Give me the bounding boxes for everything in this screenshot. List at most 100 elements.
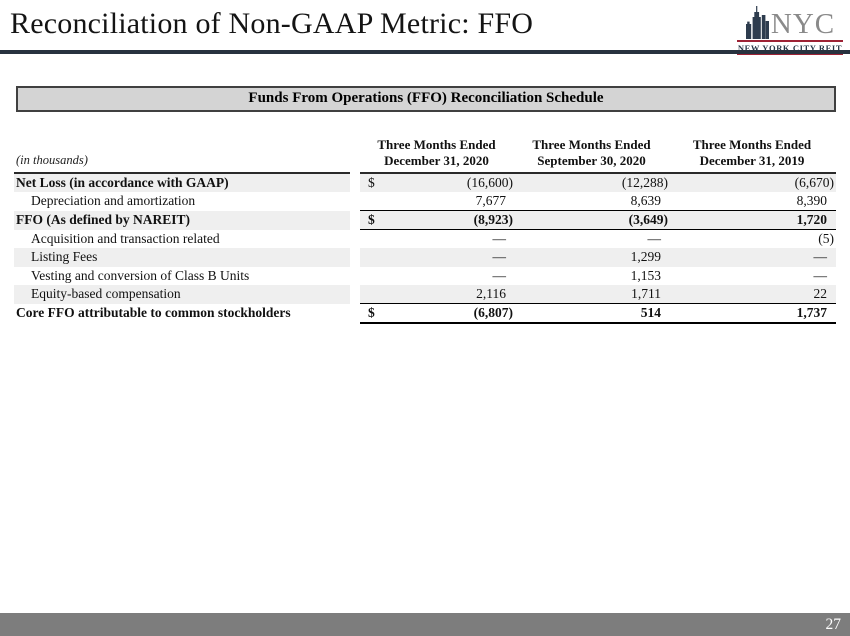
row-label: Net Loss (in accordance with GAAP) [14, 173, 350, 193]
cell-q4-2019: 1,720 [670, 210, 836, 231]
cell-q3-2020: 514 [515, 303, 670, 325]
table-row-depreciation: Depreciation and amortization 7,677 8,63… [14, 192, 836, 212]
row-label: Acquisition and transaction related [31, 230, 220, 246]
page-title: Reconciliation of Non-GAAP Metric: FFO [10, 7, 534, 40]
schedule-banner-title: Funds From Operations (FFO) Reconciliati… [16, 86, 836, 112]
column-header-line1: Three Months Ended [377, 137, 496, 152]
cell-value: (12,288) [621, 175, 668, 191]
cell-q4-2019: 22 [670, 285, 836, 305]
column-header-q3-2020: Three Months Ended September 30, 2020 [515, 124, 670, 175]
table-row-core-ffo: Core FFO attributable to common stockhol… [14, 303, 836, 325]
currency-symbol: $ [368, 305, 375, 321]
cell-q4-2020: $ (8,923) [360, 210, 515, 231]
column-gap [350, 173, 360, 193]
cell-value: (16,600) [466, 175, 513, 191]
cell-q4-2019: — [670, 248, 836, 267]
cell-q3-2020: (12,288) [515, 173, 670, 193]
column-header-line2: December 31, 2019 [699, 152, 805, 168]
cell-value: (5) [818, 231, 834, 247]
column-gap [350, 124, 360, 173]
column-gap [350, 192, 360, 211]
cell-value: 1,737 [796, 305, 827, 321]
column-gap [350, 285, 360, 304]
cell-value: 8,639 [630, 193, 661, 209]
row-label: Equity-based compensation [14, 285, 350, 304]
cell-value: — [647, 231, 662, 247]
cell-value: 514 [640, 305, 661, 321]
cell-q4-2020: 2,116 [360, 285, 515, 305]
nyc-skyline-icon [745, 6, 769, 39]
cell-value: 22 [813, 286, 828, 302]
cell-value: (6,670) [794, 175, 834, 191]
column-header-line2: September 30, 2020 [537, 152, 646, 168]
cell-value: — [813, 267, 828, 283]
logo-subtitle: NEW YORK CITY REIT [736, 40, 844, 55]
cell-q4-2019: (6,670) [670, 173, 836, 193]
cell-q4-2020: 7,677 [360, 192, 515, 212]
slide-content: Funds From Operations (FFO) Reconciliati… [14, 86, 836, 325]
cell-q4-2019: — [670, 267, 836, 286]
ffo-reconciliation-table: (in thousands) Three Months Ended Decemb… [14, 124, 836, 325]
cell-q4-2020: — [360, 230, 515, 249]
cell-q3-2020: 1,711 [515, 285, 670, 305]
cell-value: 7,677 [475, 193, 506, 209]
cell-value: 1,720 [796, 212, 827, 228]
column-gap [350, 230, 360, 249]
cell-value: (6,807) [473, 305, 513, 321]
table-row-acquisition: Acquisition and transaction related — — … [14, 230, 836, 249]
footer-bar: 27 [0, 613, 850, 636]
logo-top: NYC [745, 6, 835, 39]
column-gap [350, 248, 360, 267]
cell-q4-2019: 1,737 [670, 303, 836, 325]
company-logo: NYC NEW YORK CITY REIT [735, 6, 845, 55]
row-label: Vesting and conversion of Class B Units [31, 267, 250, 283]
cell-value: 8,390 [796, 193, 827, 209]
row-label: Depreciation and amortization [31, 193, 196, 209]
column-header-q4-2020: Three Months Ended December 31, 2020 [360, 124, 515, 175]
table-header-row: (in thousands) Three Months Ended Decemb… [14, 124, 836, 175]
cell-value: 1,711 [631, 286, 661, 302]
cell-q4-2019: 8,390 [670, 192, 836, 212]
cell-q3-2020: 1,299 [515, 248, 670, 267]
cell-value: 2,116 [476, 286, 506, 302]
column-gap [350, 304, 360, 324]
table-row-equity-compensation: Equity-based compensation 2,116 1,711 22 [14, 285, 836, 305]
column-header-line1: Three Months Ended [692, 137, 812, 152]
cell-value: — [492, 267, 507, 283]
row-label: Core FFO attributable to common stockhol… [16, 305, 291, 321]
slide-header: Reconciliation of Non-GAAP Metric: FFO N… [0, 0, 850, 55]
cell-q3-2020: — [515, 230, 670, 249]
units-note: (in thousands) [14, 124, 350, 175]
cell-q4-2020: — [360, 248, 515, 267]
cell-value: 1,153 [630, 267, 661, 283]
page-number: 27 [825, 616, 842, 633]
cell-value: — [492, 231, 507, 247]
cell-value: — [492, 249, 507, 265]
table-row-net-loss: Net Loss (in accordance with GAAP) $ (16,… [14, 173, 836, 193]
table-row-vesting: Vesting and conversion of Class B Units … [14, 267, 836, 286]
column-header-line2: December 31, 2020 [384, 152, 489, 168]
cell-q3-2020: 1,153 [515, 267, 670, 286]
table-row-listing-fees: Listing Fees — 1,299 — [14, 248, 836, 267]
cell-value: (3,649) [628, 212, 668, 228]
currency-symbol: $ [368, 175, 375, 191]
cell-q4-2019: (5) [670, 230, 836, 249]
row-label: Listing Fees [14, 248, 350, 267]
cell-q4-2020: $ (6,807) [360, 303, 515, 325]
column-gap [350, 267, 360, 286]
currency-symbol: $ [368, 212, 375, 228]
cell-q4-2020: — [360, 267, 515, 286]
cell-q4-2020: $ (16,600) [360, 173, 515, 193]
column-gap [350, 210, 360, 230]
cell-value: (8,923) [473, 212, 513, 228]
cell-value: 1,299 [630, 249, 661, 265]
cell-value: — [813, 249, 828, 265]
table-row-ffo: FFO (As defined by NAREIT) $ (8,923) (3,6… [14, 210, 836, 231]
title-divider [0, 50, 850, 54]
column-header-q4-2019: Three Months Ended December 31, 2019 [670, 124, 836, 175]
column-header-line1: Three Months Ended [532, 137, 651, 152]
row-label: FFO (As defined by NAREIT) [14, 210, 350, 230]
cell-q3-2020: (3,649) [515, 210, 670, 231]
cell-q3-2020: 8,639 [515, 192, 670, 212]
logo-acronym: NYC [770, 8, 836, 40]
